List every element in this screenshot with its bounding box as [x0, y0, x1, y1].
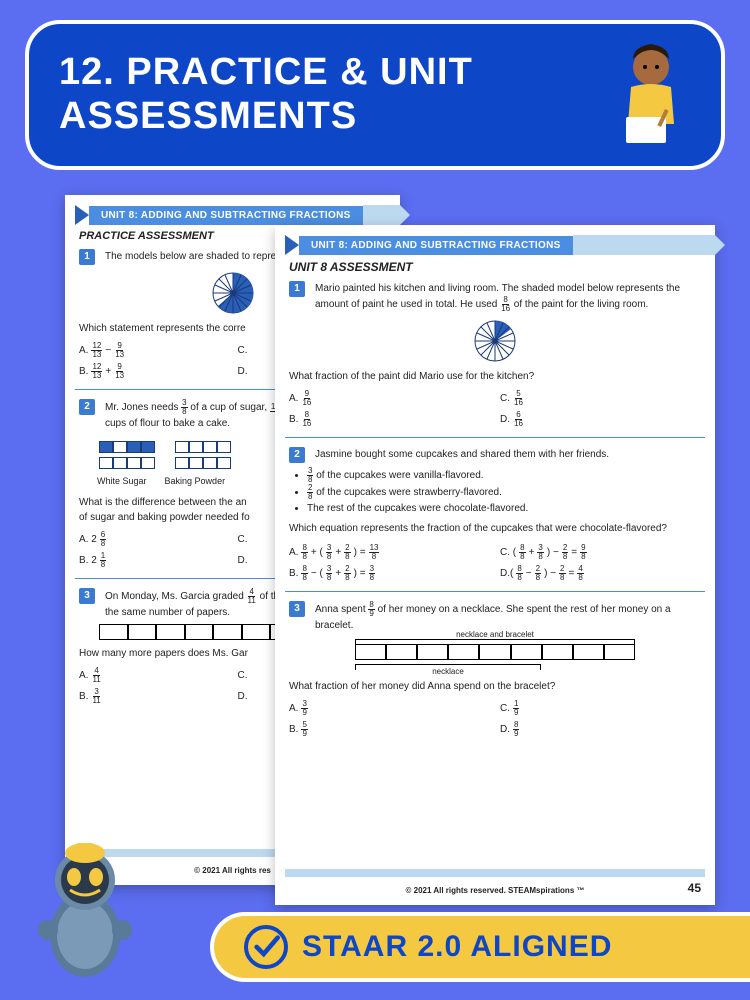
unit-banner: UNIT 8: ADDING AND SUBTRACTING FRACTIONS — [65, 205, 400, 225]
header-banner: 12. PRACTICE & UNIT ASSESSMENTS — [25, 20, 725, 170]
footer-band — [285, 869, 705, 877]
unit-assessment-sheet: UNIT 8: ADDING AND SUBTRACTING FRACTIONS… — [275, 225, 715, 905]
option-b[interactable]: B. 59 — [289, 721, 490, 738]
bar-model — [355, 644, 635, 660]
student-illustration — [606, 39, 696, 149]
option-d[interactable]: D. 89 — [500, 721, 701, 738]
q-num: 2 — [289, 447, 305, 463]
page-number: 45 — [688, 881, 701, 895]
option-b[interactable]: B. 1213 + 913 — [79, 363, 228, 380]
option-b[interactable]: B. 218 — [79, 552, 228, 569]
checkmark-icon — [244, 925, 288, 969]
footer-text: STAAR 2.0 ALIGNED — [302, 930, 612, 964]
option-b[interactable]: B. 88 − (38 + 28) = 38 — [289, 565, 490, 582]
unit-banner: UNIT 8: ADDING AND SUBTRACTING FRACTIONS — [275, 235, 715, 255]
q-num: 1 — [289, 281, 305, 297]
pie-model-icon — [473, 319, 517, 363]
header-title: 12. PRACTICE & UNIT ASSESSMENTS — [59, 51, 691, 138]
section-header: UNIT 8 ASSESSMENT — [289, 260, 701, 274]
question-2: 2 Jasmine bought some cupcakes and share… — [275, 444, 715, 585]
q-num: 3 — [289, 601, 305, 617]
copyright: © 2021 All rights reserved. STEAMspirati… — [275, 886, 715, 895]
bar-model — [99, 624, 299, 640]
q-num: 3 — [79, 588, 95, 604]
option-d[interactable]: D.(88 − 28) − 28 = 48 — [500, 565, 701, 582]
pie-model-icon — [211, 271, 255, 315]
option-a[interactable]: A. 1213 − 913 — [79, 342, 228, 359]
unit-label: UNIT 8: ADDING AND SUBTRACTING FRACTIONS — [89, 206, 363, 225]
option-c[interactable]: C. 19 — [500, 700, 701, 717]
footer-banner: STAAR 2.0 ALIGNED — [210, 912, 750, 982]
option-b[interactable]: B. 816 — [289, 411, 490, 428]
question-3: 3 Anna spent 89 of her money on a neckla… — [275, 598, 715, 741]
option-b[interactable]: B. 311 — [79, 688, 228, 705]
question-1: 1 Mario painted his kitchen and living r… — [275, 278, 715, 431]
robot-illustration — [20, 835, 150, 995]
option-d[interactable]: D. 616 — [500, 411, 701, 428]
unit-label: UNIT 8: ADDING AND SUBTRACTING FRACTIONS — [299, 236, 573, 255]
option-a[interactable]: A. 411 — [79, 667, 228, 684]
option-c[interactable]: C. (88 + 38) − 28 = 98 — [500, 544, 701, 561]
option-a[interactable]: A. 268 — [79, 531, 228, 548]
q-num: 2 — [79, 399, 95, 415]
option-a[interactable]: A. 88 + (38 + 28) = 138 — [289, 544, 490, 561]
option-a[interactable]: A. 39 — [289, 700, 490, 717]
option-a[interactable]: A. 916 — [289, 390, 490, 407]
option-c[interactable]: C. 516 — [500, 390, 701, 407]
q-num: 1 — [79, 249, 95, 265]
